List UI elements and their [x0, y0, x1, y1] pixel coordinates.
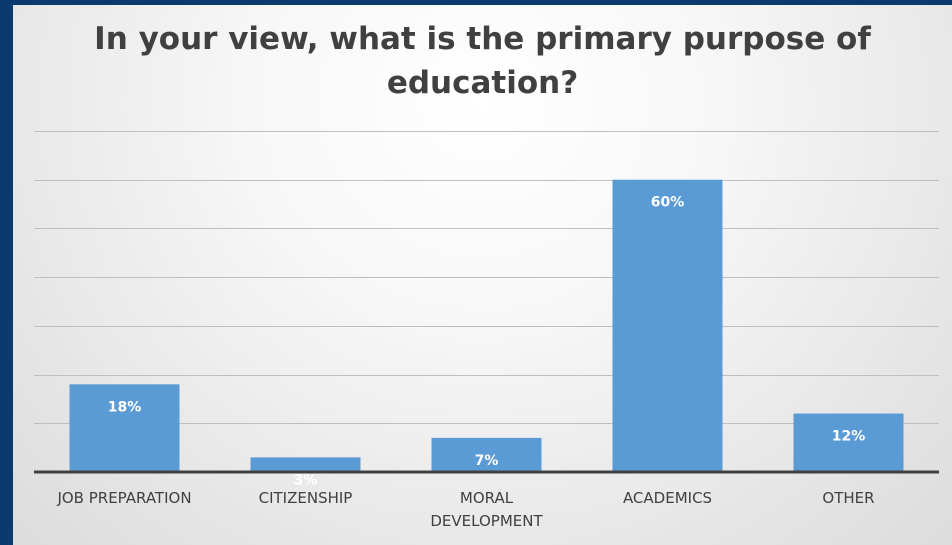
data-label: 12%: [832, 429, 866, 445]
x-tick-label: CITIZENSHIP: [259, 489, 353, 507]
data-label: 7%: [475, 453, 499, 469]
bar: [69, 384, 180, 472]
x-tick-label: DEVELOPMENT: [430, 512, 543, 530]
x-tick-label: JOB PREPARATION: [56, 489, 191, 507]
bar: [250, 457, 361, 472]
x-tick-label: ACADEMICS: [623, 489, 712, 507]
bar: [793, 413, 904, 472]
x-tick-label: MORAL: [460, 489, 514, 507]
data-label: 18%: [108, 399, 142, 415]
chart-title: In your view, what is the primary purpos…: [94, 21, 871, 101]
bar-chart: 18% JOB PREPARATION 3%CITIZENSHIP 7% MORAL DE…: [34, 131, 939, 530]
data-label: 60%: [651, 195, 685, 211]
x-tick-label: OTHER: [822, 489, 874, 507]
bar: [612, 179, 723, 472]
data-label: 3%: [294, 472, 318, 488]
chart-panel: In your view, what is the primary purpos…: [13, 5, 952, 545]
bar: [431, 437, 542, 472]
